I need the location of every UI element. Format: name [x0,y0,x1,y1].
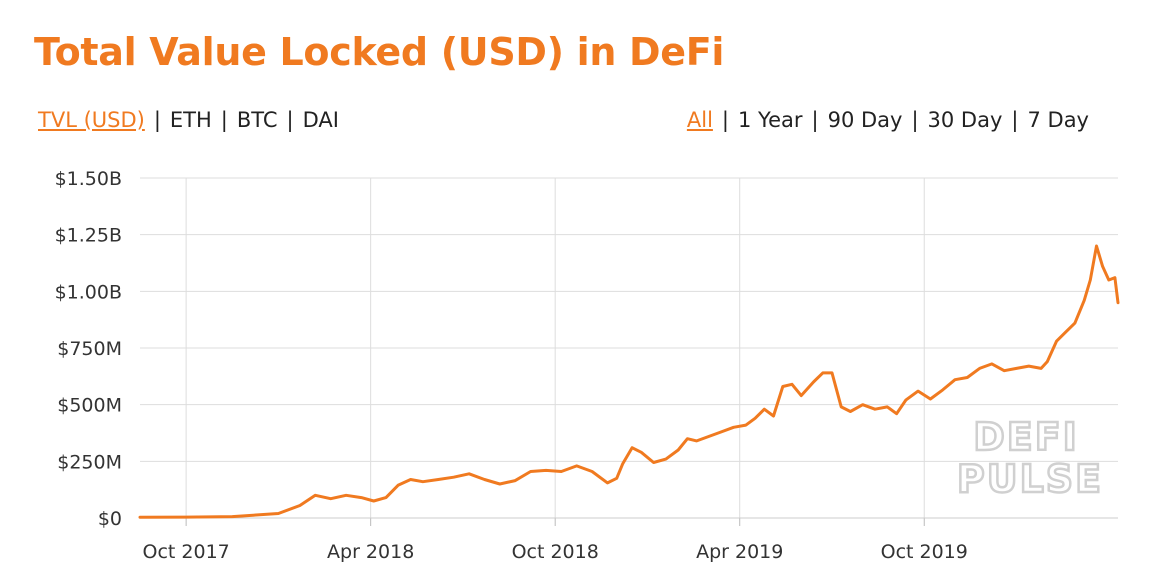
x-tick-label: Oct 2018 [512,541,599,563]
x-axis: Oct 2017 Apr 2018 Oct 2018 Apr 2019 Oct 2019 [140,518,1118,563]
watermark-line-2: PULSE [957,457,1103,501]
y-axis: $0 $250M $500M $750M $1.00B $1.25B $1.50B [55,168,122,530]
y-tick-label: $1.00B [55,281,122,303]
x-tick-label: Oct 2019 [881,541,968,563]
x-tick-label: Oct 2017 [143,541,230,563]
y-tick-label: $750M [57,338,122,360]
x-tick-label: Apr 2018 [327,541,414,563]
y-tick-label: $250M [57,451,122,473]
watermark-line-1: DEFI [973,415,1079,459]
y-tick-label: $500M [57,395,122,417]
y-tick-label: $1.50B [55,168,122,190]
y-tick-label: $1.25B [55,225,122,247]
watermark: DEFI PULSE [957,415,1103,501]
y-tick-label: $0 [98,508,122,530]
x-tick-label: Apr 2019 [696,541,783,563]
